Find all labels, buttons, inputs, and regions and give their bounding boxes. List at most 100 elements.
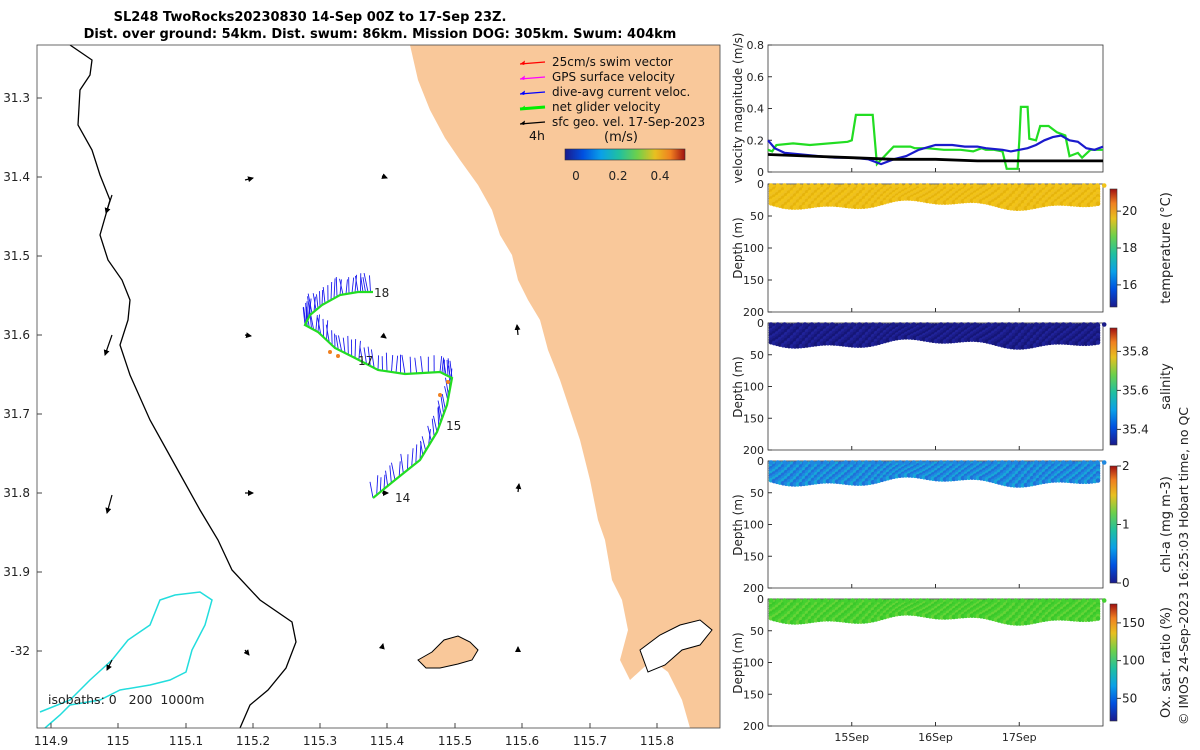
x-tick-label: 15Sep [834, 731, 869, 744]
surface-dot [1061, 183, 1066, 188]
y-axis-label: Depth (m) [731, 356, 745, 417]
surface-dot [1020, 183, 1025, 188]
lat-tick-label: 31.3 [3, 91, 30, 105]
surface-dot [973, 322, 978, 327]
surface-dot [1095, 598, 1100, 603]
surface-dot [864, 183, 869, 188]
section-dot [1096, 340, 1101, 345]
colorbar-tick-label: 35.4 [1122, 422, 1149, 436]
surface-dot [864, 598, 869, 603]
surface-dot [1041, 598, 1046, 603]
surface-dot [1061, 460, 1066, 465]
surface-dot [782, 322, 787, 327]
section-dot [1096, 201, 1101, 206]
surface-dot [810, 598, 815, 603]
lat-tick-label: 31.9 [3, 565, 30, 579]
legend-label: sfc geo. vel. 17-Sep-2023 [552, 115, 705, 129]
surface-dot [973, 598, 978, 603]
surface-dot [810, 322, 815, 327]
surface-dot [891, 183, 896, 188]
surface-dot [769, 460, 774, 465]
surface-dot [816, 183, 821, 188]
surface-dot [1041, 183, 1046, 188]
surface-dot [966, 460, 971, 465]
surface-dot [912, 598, 917, 603]
y-tick-label: 100 [743, 381, 764, 394]
surface-dot [878, 460, 883, 465]
surface-dot [1034, 322, 1039, 327]
surface-dot [844, 598, 849, 603]
surface-dot [1068, 322, 1073, 327]
surface-dot [959, 598, 964, 603]
y-tick-label: 0 [757, 455, 764, 468]
surface-dot [905, 183, 910, 188]
colorbar [1110, 328, 1117, 445]
surface-dot [857, 598, 862, 603]
surface-dot [1082, 460, 1087, 465]
track-day-label: 17 [358, 354, 373, 368]
surface-dot [803, 598, 808, 603]
surface-dot [1000, 322, 1005, 327]
surface-dot [803, 183, 808, 188]
y-tick-label: 150 [743, 274, 764, 287]
surface-dot [973, 460, 978, 465]
surface-dot [816, 460, 821, 465]
surface-dot [1014, 183, 1019, 188]
surface-dot [776, 183, 781, 188]
surface-dot [959, 183, 964, 188]
speed-colorbar-tick-label: 0 [572, 169, 580, 183]
surface-dot [1088, 460, 1093, 465]
surface-dot [1007, 322, 1012, 327]
colorbar-tick-label: 35.8 [1122, 344, 1149, 358]
surface-dot [1088, 183, 1093, 188]
surface-dot [871, 460, 876, 465]
surface-dot [946, 322, 951, 327]
surface-dot [1088, 598, 1093, 603]
surface-dot [1041, 460, 1046, 465]
surface-dot [1061, 598, 1066, 603]
surface-dot [830, 598, 835, 603]
surface-dot [905, 460, 910, 465]
x-tick-label: 16Sep [918, 731, 953, 744]
y-tick-label: 150 [743, 412, 764, 425]
lon-tick-label: 115.4 [370, 734, 404, 748]
y-tick-label: 0 [757, 178, 764, 191]
surface-dot [993, 460, 998, 465]
surface-dot [1034, 460, 1039, 465]
surface-dot [796, 460, 801, 465]
surface-dot [986, 183, 991, 188]
y-tick-label: 50 [750, 210, 764, 223]
surface-dot [878, 183, 883, 188]
surface-dot [1102, 183, 1107, 188]
surface-dot [1000, 460, 1005, 465]
colorbar-tick-label: 20 [1122, 204, 1137, 218]
surface-dot [1007, 460, 1012, 465]
lon-tick-label: 115 [107, 734, 130, 748]
dive-avg-current-vector [332, 330, 333, 345]
track-day-label: 18 [374, 286, 389, 300]
colorbar-unit-label: (m/s) [604, 130, 638, 145]
surface-dot [1041, 322, 1046, 327]
surface-dot [782, 598, 787, 603]
surface-dot [850, 322, 855, 327]
colorbar [1110, 604, 1117, 721]
figure: 14151718 114.9 115 115.1 115.2 115.3 115.4 115… [0, 0, 1200, 750]
surface-dot [796, 322, 801, 327]
surface-dot [925, 460, 930, 465]
surface-dot [898, 598, 903, 603]
map-panel: 14 15 17 18 114.9 115 115.1 115.2 115.3 115.4 115… [3, 45, 720, 748]
lon-tick-label: 115.1 [169, 734, 203, 748]
section-dot [1096, 478, 1101, 483]
surface-dot [966, 322, 971, 327]
y-tick-label: 100 [743, 242, 764, 255]
legend-label: dive-avg current veloc. [552, 85, 690, 99]
isobaths-label: isobaths: 0 200 1000m [48, 692, 204, 707]
surface-dot [891, 460, 896, 465]
colorbar-tick-label: 100 [1122, 654, 1145, 668]
surface-dot [1095, 322, 1100, 327]
surface-dot [939, 322, 944, 327]
dive-avg-current-vector [307, 301, 308, 320]
surface-dot [1095, 460, 1100, 465]
swim-speed-marker [328, 350, 332, 354]
surface-dot [816, 322, 821, 327]
